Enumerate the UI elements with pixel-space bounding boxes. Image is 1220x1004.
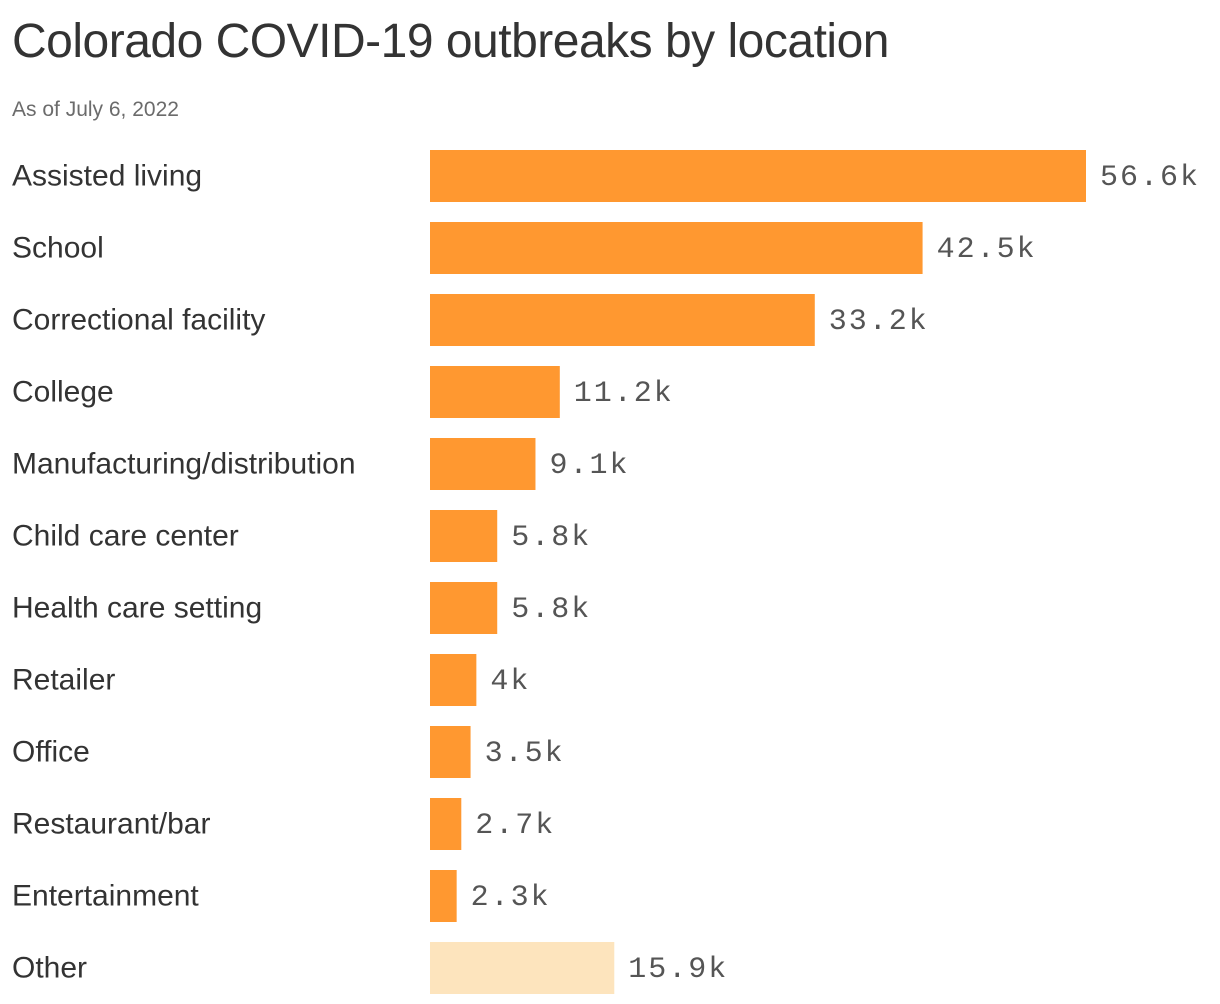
- value-label-school: 42.5k: [937, 233, 1037, 267]
- bar-assisted-living: [430, 150, 1086, 202]
- value-label-correctional-facility: 33.2k: [829, 305, 929, 339]
- category-label-restaurant-bar: Restaurant/bar: [12, 808, 210, 841]
- bar-restaurant-bar: [430, 798, 462, 850]
- value-label-entertainment: 2.3k: [471, 881, 551, 915]
- bar-other: [430, 942, 615, 994]
- category-label-office: Office: [12, 736, 90, 769]
- category-label-health-care-setting: Health care setting: [12, 592, 262, 625]
- bar-college: [430, 366, 560, 418]
- value-label-office: 3.5k: [485, 737, 565, 771]
- category-label-manufacturing-distribution: Manufacturing/distribution: [12, 448, 356, 481]
- category-label-other: Other: [12, 952, 87, 985]
- category-label-entertainment: Entertainment: [12, 880, 199, 913]
- bar-retailer: [430, 654, 477, 706]
- value-label-assisted-living: 56.6k: [1100, 161, 1200, 195]
- value-label-retailer: 4k: [490, 665, 530, 699]
- bar-child-care-center: [430, 510, 498, 562]
- chart-subtitle: As of July 6, 2022: [12, 98, 179, 121]
- bar-school: [430, 222, 923, 274]
- category-label-child-care-center: Child care center: [12, 520, 239, 553]
- category-label-retailer: Retailer: [12, 664, 115, 697]
- value-label-child-care-center: 5.8k: [511, 521, 591, 555]
- category-label-school: School: [12, 232, 104, 265]
- category-label-assisted-living: Assisted living: [12, 160, 202, 193]
- value-label-manufacturing-distribution: 9.1k: [549, 449, 629, 483]
- chart-title: Colorado COVID-19 outbreaks by location: [12, 15, 889, 68]
- bar-office: [430, 726, 471, 778]
- bar-entertainment: [430, 870, 457, 922]
- bar-manufacturing-distribution: [430, 438, 536, 490]
- value-label-college: 11.2k: [574, 377, 674, 411]
- value-label-other: 15.9k: [628, 953, 728, 987]
- bar-health-care-setting: [430, 582, 498, 634]
- value-label-restaurant-bar: 2.7k: [475, 809, 555, 843]
- category-label-college: College: [12, 376, 114, 409]
- value-label-health-care-setting: 5.8k: [511, 593, 591, 627]
- bar-correctional-facility: [430, 294, 815, 346]
- category-label-correctional-facility: Correctional facility: [12, 304, 265, 337]
